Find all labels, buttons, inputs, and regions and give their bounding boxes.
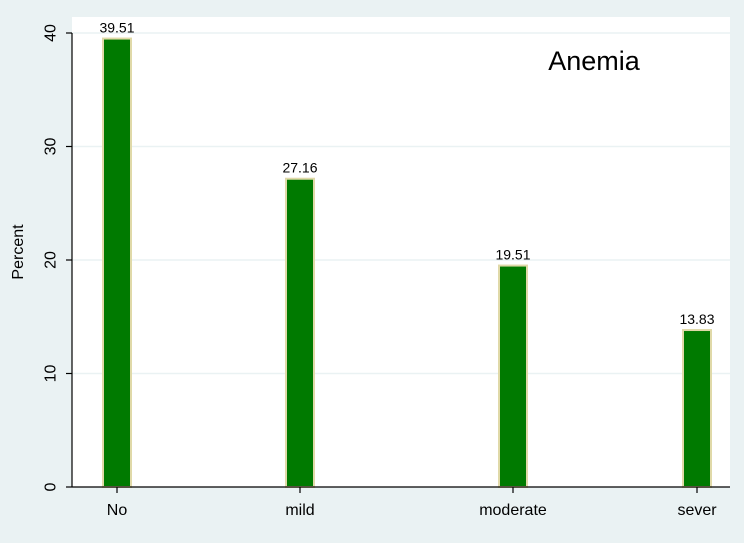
x-tick-label: sever [677,502,717,519]
bar [682,329,712,489]
y-tick-label: 10 [43,365,60,383]
plot-area [72,17,730,487]
bar [102,37,132,489]
bar [285,177,315,488]
data-label: 39.51 [99,20,134,36]
y-axis-title: Percent [10,224,27,280]
axes: 0 10 20 30 40 No mild moderate sever [43,24,730,519]
y-tick-label: 0 [43,482,60,491]
data-label: 19.51 [495,247,530,263]
gridlines [72,32,730,375]
y-tick-label: 30 [43,138,60,156]
data-labels: 39.51 27.16 19.51 13.83 [99,20,714,327]
data-label: 13.83 [679,311,714,327]
x-tick-label: moderate [479,502,547,519]
x-tick-label: No [107,502,128,519]
x-tick-label: mild [285,502,314,519]
data-label: 27.16 [282,160,317,176]
bar [498,264,528,488]
y-tick-label: 20 [43,251,60,269]
annotation-label: Anemia [548,46,641,76]
y-tick-label: 40 [43,24,60,42]
